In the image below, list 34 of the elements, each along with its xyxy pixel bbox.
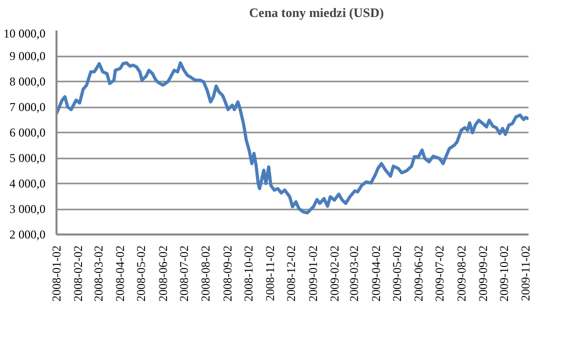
y-tick-label: 6 000,0 bbox=[10, 126, 46, 140]
x-tick-label: 2008-07-02 bbox=[176, 245, 191, 302]
x-tick-label: 2009-08-02 bbox=[454, 245, 468, 302]
x-tick-label: 2008-01-02 bbox=[50, 245, 64, 302]
x-tick-label: 2008-12-02 bbox=[284, 245, 298, 302]
y-tick-label: 4 000,0 bbox=[10, 176, 46, 190]
y-tick-label: 9 000,0 bbox=[10, 49, 46, 63]
x-tick-label: 2008-03-02 bbox=[92, 245, 106, 302]
x-tick-label: 2009-03-02 bbox=[347, 245, 362, 302]
text: Cena tony miedzi (USD) bbox=[249, 5, 384, 21]
x-tick-label: 2009-04-02 bbox=[368, 245, 383, 302]
x-tick-label: 2008-11-02 bbox=[263, 246, 278, 302]
x-tick-label: 2009-07-02 bbox=[432, 245, 447, 302]
x-tick-label: 2008-08-02 bbox=[198, 245, 213, 302]
x-tick-label: 2008-02-02 bbox=[71, 245, 86, 302]
y-tick-label: 5 000,0 bbox=[10, 151, 46, 165]
y-tick-label: 10 000,0 bbox=[4, 26, 46, 40]
x-tick-label: 2009-10-02 bbox=[496, 245, 511, 302]
x-tick-label: 2008-10-02 bbox=[241, 245, 256, 302]
x-tick-label: 2008-09-02 bbox=[220, 245, 234, 302]
x-tick-label: 2008-06-02 bbox=[156, 245, 170, 302]
y-tick-label: 2 000,0 bbox=[10, 228, 46, 242]
x-tick-label: 2009-06-02 bbox=[412, 245, 426, 302]
x-tick-label: 2009-02-02 bbox=[328, 245, 342, 302]
x-tick-label: 2008-05-02 bbox=[134, 245, 148, 302]
x-tick-label: 2008-04-02 bbox=[113, 245, 128, 302]
line-series bbox=[56, 61, 528, 214]
x-tick-label: 2009-05-02 bbox=[390, 245, 404, 302]
y-tick-label: 8 000,0 bbox=[10, 74, 46, 88]
x-tick-label: 2009-11-02 bbox=[518, 246, 533, 302]
y-tick-label: 3 000,0 bbox=[10, 202, 46, 216]
x-tick-label: 2009-09-02 bbox=[476, 245, 490, 302]
y-tick-label: 7 000,0 bbox=[10, 100, 46, 114]
x-tick-label: 2009-01-02 bbox=[306, 245, 320, 302]
